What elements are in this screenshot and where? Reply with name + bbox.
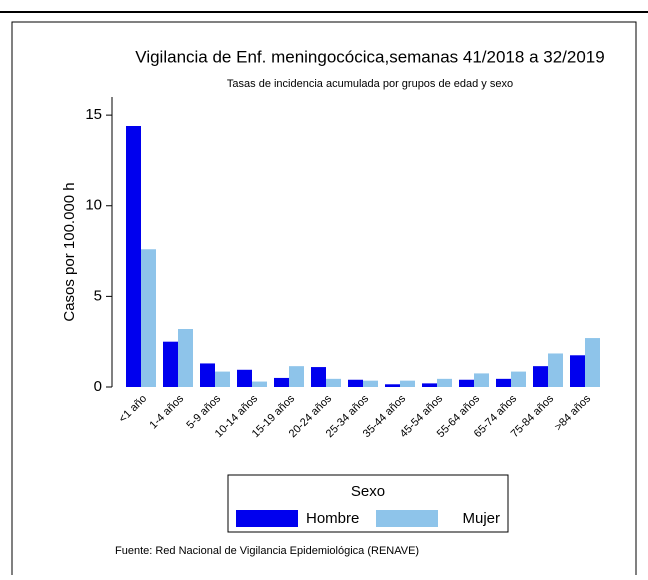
bar [215,371,230,387]
bar [533,366,548,387]
chart-subtitle: Tasas de incidencia acumulada por grupos… [227,78,513,90]
bar [548,353,563,387]
bar [422,383,437,387]
bar [200,363,215,387]
bar [274,377,289,387]
bar [326,378,341,387]
bar [385,384,400,387]
legend-title: Sexo [351,483,385,500]
bar [459,379,474,387]
bar [570,355,585,387]
x-tick-label: <1 año [117,393,149,425]
bar [511,371,526,387]
bar [252,381,267,387]
bar [289,366,304,387]
legend-swatch [236,510,298,527]
bar [311,367,326,387]
bar [126,126,141,387]
legend-box [227,474,509,533]
y-tick-label: 10 [85,197,102,214]
bar [585,338,600,387]
bar [237,369,252,387]
bar [363,380,378,387]
x-tick-label: >84 años [552,392,593,433]
legend-label: Mujer [462,510,500,527]
frame [11,21,637,580]
y-tick-label: 15 [85,106,102,123]
y-axis-label: Casos por 100.000 h [61,182,78,321]
bar [348,379,363,387]
legend-label: Hombre [306,510,359,527]
legend-swatch [376,510,438,527]
bar [474,373,489,387]
x-tick-label: 1-4 años [147,392,186,431]
bar [496,378,511,387]
bar [178,329,193,387]
chart-title: Vigilancia de Enf. meningocócica,semanas… [135,47,604,66]
y-tick-label: 5 [94,287,102,304]
bar [163,341,178,387]
bar [141,249,156,387]
footer: Fuente: Red Nacional de Vigilancia Epide… [115,545,419,557]
bar [437,378,452,387]
y-tick-label: 0 [94,378,102,395]
bar [400,380,415,387]
